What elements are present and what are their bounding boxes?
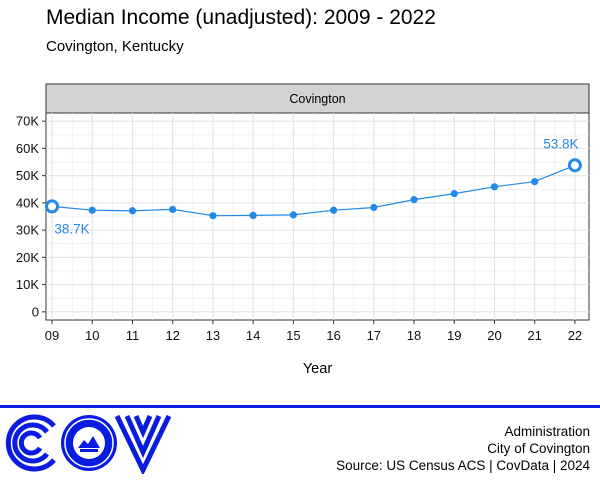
annotations: 38.7K 53.8K bbox=[54, 136, 578, 236]
y-tick-label: 20K bbox=[16, 250, 39, 265]
footer-credits: Administration City of Covington Source:… bbox=[336, 423, 590, 474]
y-tick-label: 50K bbox=[16, 168, 39, 183]
data-point bbox=[289, 211, 297, 219]
facet-label: Covington bbox=[289, 92, 345, 106]
x-tick-label: 20 bbox=[487, 328, 501, 343]
data-point bbox=[169, 205, 177, 214]
y-tick-label: 0 bbox=[32, 304, 39, 319]
x-axis: 09 10 11 12 13 14 15 16 17 18 19 20 21 22 bbox=[45, 320, 582, 343]
chart-title: Median Income (unadjusted): 2009 - 2022 bbox=[46, 6, 436, 29]
data-point bbox=[531, 178, 539, 186]
data-point bbox=[88, 206, 96, 214]
y-axis: 0 10K 20K 30K 40K 50K 60K 70K bbox=[16, 114, 46, 319]
footer-divider bbox=[0, 405, 600, 408]
x-tick-label: 22 bbox=[568, 328, 582, 343]
data-point bbox=[450, 190, 458, 198]
x-tick-label: 15 bbox=[286, 328, 300, 343]
x-tick-label: 14 bbox=[246, 328, 260, 343]
data-point bbox=[209, 212, 217, 220]
x-tick-label: 21 bbox=[527, 328, 541, 343]
gridlines bbox=[46, 113, 589, 320]
endpoint-marker bbox=[45, 199, 60, 214]
series-line bbox=[51, 164, 576, 217]
x-tick-label: 16 bbox=[326, 328, 340, 343]
data-point bbox=[128, 207, 137, 215]
credit-city: City of Covington bbox=[487, 441, 590, 456]
data-point bbox=[490, 183, 499, 191]
x-tick-label: 11 bbox=[126, 328, 140, 343]
c-letter-icon bbox=[5, 414, 56, 472]
y-tick-label: 10K bbox=[16, 277, 39, 292]
x-tick-label: 19 bbox=[447, 328, 461, 343]
v-letter-icon bbox=[114, 414, 172, 474]
data-point bbox=[329, 206, 338, 214]
x-tick-label: 18 bbox=[407, 328, 421, 343]
x-tick-label: 13 bbox=[206, 328, 220, 343]
income-line-chart: Covington 0 10K 20K 30K 40K 50K 60K 70K 09 10 11 1… bbox=[16, 83, 590, 377]
value-annotation: 38.7K bbox=[54, 221, 89, 236]
y-tick-label: 70K bbox=[16, 114, 39, 129]
x-tick-label: 12 bbox=[165, 328, 179, 343]
data-point bbox=[370, 203, 378, 212]
x-tick-label: 09 bbox=[45, 328, 59, 343]
x-tick-label: 17 bbox=[367, 328, 381, 343]
data-point bbox=[410, 196, 418, 204]
x-axis-label: Year bbox=[303, 361, 332, 377]
y-tick-label: 40K bbox=[16, 195, 39, 210]
value-annotation: 53.8K bbox=[543, 136, 578, 151]
city-seal-icon bbox=[61, 415, 117, 471]
y-tick-label: 30K bbox=[16, 223, 39, 238]
facet-strip bbox=[45, 83, 590, 114]
series-median-income bbox=[45, 158, 582, 220]
chart-subtitle: Covington, Kentucky bbox=[46, 38, 184, 55]
city-logo bbox=[5, 414, 172, 474]
y-tick-label: 60K bbox=[16, 141, 39, 156]
data-point bbox=[249, 211, 257, 220]
x-tick-label: 10 bbox=[85, 328, 99, 343]
credit-source: Source: US Census ACS | CovData | 2024 bbox=[336, 458, 590, 473]
credit-department: Administration bbox=[504, 424, 590, 439]
endpoint-marker bbox=[567, 158, 582, 173]
